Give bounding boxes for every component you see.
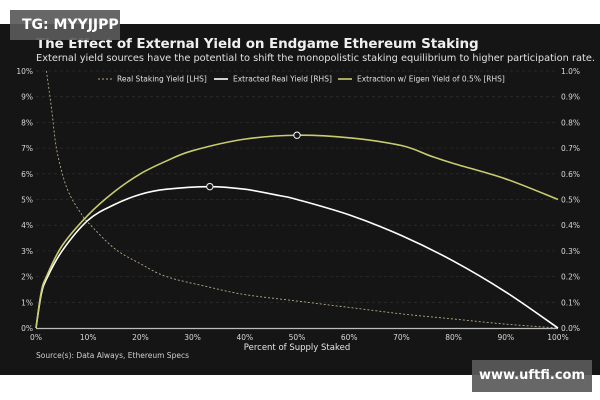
legend-label: Real Staking Yield [LHS] xyxy=(117,75,207,84)
y-right-tick: 0.5% xyxy=(561,196,580,205)
y-left-tick: 5% xyxy=(21,196,33,205)
watermark-top: TG: MYYJJPP xyxy=(10,10,120,40)
y-left-tick: 4% xyxy=(21,221,33,230)
peak-marker xyxy=(206,182,214,191)
watermark-bottom: www.uftfi.com xyxy=(472,360,592,392)
y-right-tick: 0.9% xyxy=(561,93,580,102)
y-left-tick: 10% xyxy=(16,67,33,76)
x-tick: 30% xyxy=(184,333,201,342)
series-line-1 xyxy=(35,185,559,329)
legend-label: Extraction w/ Eigen Yield of 0.5% [RHS] xyxy=(357,75,505,84)
x-tick: 20% xyxy=(132,333,149,342)
y-right-tick: 0.0% xyxy=(561,324,580,333)
series-lines xyxy=(35,70,559,329)
y-right-tick: 0.1% xyxy=(561,298,580,307)
x-tick: 80% xyxy=(445,333,462,342)
peak-marker xyxy=(293,131,301,140)
x-axis: 0% 10% 20% 30% 40% 50% 60% 70% 80% 90% 100% xyxy=(30,327,569,342)
y-right-tick: 0.7% xyxy=(561,144,580,153)
legend-label: Extracted Real Yield [RHS] xyxy=(233,75,332,84)
x-tick: 100% xyxy=(547,333,568,342)
y-right-tick: 0.4% xyxy=(561,221,580,230)
y-right-tick: 0.8% xyxy=(561,118,580,127)
chart-title: The Effect of External Yield on Endgame … xyxy=(36,36,479,52)
y-left-tick: 0% xyxy=(21,324,33,333)
x-tick: 10% xyxy=(80,333,97,342)
y-left-tick: 6% xyxy=(21,170,33,179)
x-tick: 0% xyxy=(30,333,42,342)
y-right-tick: 0.2% xyxy=(561,273,580,282)
series-line-0 xyxy=(45,70,559,329)
x-axis-label: Percent of Supply Staked xyxy=(243,343,351,353)
series-line-2 xyxy=(35,134,559,329)
x-tick: 50% xyxy=(289,333,306,342)
x-tick: 70% xyxy=(393,333,410,342)
y-left-tick: 1% xyxy=(21,298,33,307)
legend: Real Staking Yield [LHS] Extracted Real Y… xyxy=(98,75,505,84)
y-axis-right: 0.0% 0.1% 0.2% 0.3% 0.4% 0.5% 0.6% 0.7% 0.8% 0.9%… xyxy=(561,67,580,333)
y-left-tick: 9% xyxy=(21,93,33,102)
x-tick: 40% xyxy=(236,333,253,342)
y-right-tick: 0.6% xyxy=(561,170,580,179)
source-note: Source(s): Data Always, Ethereum Specs xyxy=(36,351,189,360)
y-left-tick: 7% xyxy=(21,144,33,153)
y-left-tick: 3% xyxy=(21,247,33,256)
y-right-tick: 0.3% xyxy=(561,247,580,256)
gridlines xyxy=(36,70,558,303)
x-tick: 90% xyxy=(497,333,514,342)
y-right-tick: 1.0% xyxy=(561,67,580,76)
y-axis-left: 0% 1% 2% 3% 4% 5% 6% 7% 8% 9% 10% xyxy=(16,67,33,333)
y-left-tick: 2% xyxy=(21,273,33,282)
y-left-tick: 8% xyxy=(21,118,33,127)
chart-subtitle: External yield sources have the potentia… xyxy=(36,53,595,64)
x-tick: 60% xyxy=(341,333,358,342)
